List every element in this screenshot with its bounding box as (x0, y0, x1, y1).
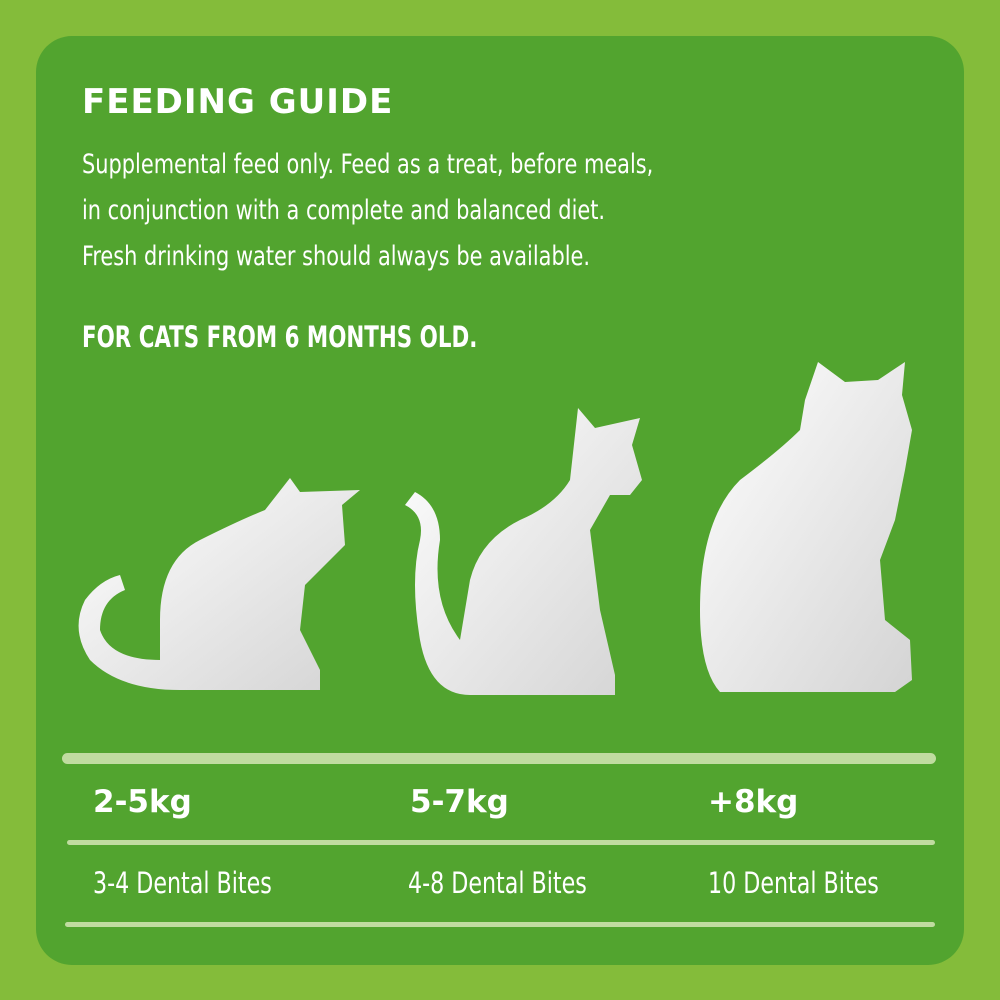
medium-cat-silhouette-icon (405, 408, 642, 695)
amount-large: 10 Dental Bites (708, 866, 879, 900)
description-line: Supplemental feed only. Feed as a treat,… (82, 149, 654, 180)
description-line: in conjunction with a complete and balan… (82, 195, 606, 226)
description: Supplemental feed only. Feed as a treat,… (82, 142, 653, 280)
small-cat-silhouette-icon (78, 478, 361, 690)
table-bottom-divider (65, 922, 935, 927)
age-note: FOR CATS FROM 6 MONTHS OLD. (82, 320, 478, 354)
table-top-divider (62, 753, 936, 764)
amount-small: 3-4 Dental Bites (93, 866, 272, 900)
amount-medium: 4-8 Dental Bites (408, 866, 587, 900)
weight-small: 2-5kg (93, 784, 192, 820)
large-cat-silhouette-icon (700, 362, 912, 692)
weight-large: +8kg (708, 784, 799, 820)
description-line: Fresh drinking water should always be av… (82, 241, 591, 272)
page-title: FEEDING GUIDE (82, 82, 394, 122)
weight-medium: 5-7kg (410, 784, 509, 820)
table-row-divider (67, 840, 935, 845)
